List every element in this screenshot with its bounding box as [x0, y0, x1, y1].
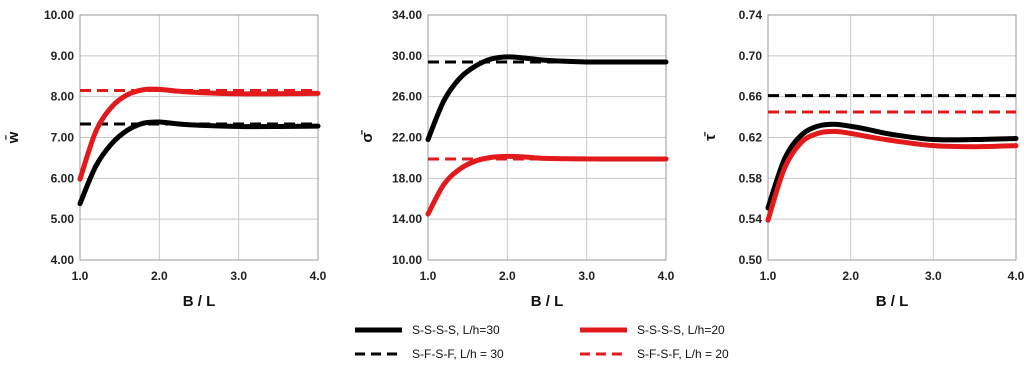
chart-panel-2: 10.00 14.00 18.00 22.00 26.00 30.00 34.00 1.0 2.… [359, 8, 675, 310]
y-tick-label: 18.00 [392, 171, 422, 185]
chart-panel-1: 4.00 5.00 6.00 7.00 8.00 9.00 10.00 1.0 2.0 3.0 4.… [4, 8, 326, 310]
x-tick-label: 2.0 [842, 269, 859, 283]
x-tick-label: 1.0 [760, 269, 777, 283]
y-tick-label: 0.66 [739, 90, 763, 104]
y-tick-label: 4.00 [51, 253, 75, 267]
x-axis-label: B / L [183, 293, 216, 310]
y-tick-label: 5.00 [51, 212, 75, 226]
y-tick-label: 0.70 [739, 49, 763, 63]
y-tick-label: 6.00 [51, 171, 75, 185]
y-tick-label: 14.00 [392, 212, 422, 226]
legend: S-S-S-S, L/h=30 S-S-S-S, L/h=20 S-F-S-F,… [355, 323, 729, 361]
y-tick-label: 10.00 [392, 253, 422, 267]
x-tick-label: 3.0 [925, 269, 942, 283]
y-axis-label: τ̄ [702, 131, 719, 141]
x-tick-label: 4.0 [310, 269, 327, 283]
y-tick-label: 0.74 [739, 8, 763, 22]
series-line-1 [765, 121, 1019, 211]
x-tick-label: 3.0 [578, 269, 595, 283]
series-line-2 [77, 86, 321, 182]
x-tick-label: 2.0 [499, 269, 516, 283]
plot-frame [79, 14, 319, 261]
y-tick-label: 0.62 [739, 131, 763, 145]
x-tick-label: 1.0 [420, 269, 437, 283]
x-tick-label: 4.0 [658, 269, 675, 283]
series-line-2 [765, 128, 1019, 223]
series-line-1 [425, 54, 669, 143]
y-tick-label: 0.54 [739, 212, 763, 226]
series-line-2 [425, 153, 669, 217]
y-tick-label: 26.00 [392, 90, 422, 104]
y-tick-label: 0.50 [739, 253, 763, 267]
y-tick-label: 34.00 [392, 8, 422, 22]
series-line-1 [77, 119, 321, 207]
chart-panels: 4.00 5.00 6.00 7.00 8.00 9.00 10.00 1.0 2.0 3.0 4.… [4, 8, 1024, 310]
y-tick-label: 22.00 [392, 131, 422, 145]
y-tick-label: 0.58 [739, 171, 763, 185]
legend-label-sss-20: S-S-S-S, L/h=20 [637, 323, 725, 337]
y-tick-label: 9.00 [51, 49, 75, 63]
legend-label-sfsf-20: S-F-S-F, L/h = 20 [637, 347, 729, 361]
y-tick-label: 10.00 [44, 8, 74, 22]
x-axis-label: B / L [876, 293, 909, 310]
y-axis-label: w̄ [4, 131, 22, 144]
x-tick-label: 2.0 [151, 269, 168, 283]
legend-label-sfsf-30: S-F-S-F, L/h = 30 [412, 347, 504, 361]
x-tick-label: 3.0 [230, 269, 247, 283]
x-tick-label: 1.0 [72, 269, 89, 283]
y-tick-label: 30.00 [392, 49, 422, 63]
x-axis-label: B / L [531, 293, 564, 310]
x-tick-label: 4.0 [1008, 269, 1024, 283]
y-tick-label: 8.00 [51, 90, 75, 104]
legend-label-sss-30: S-S-S-S, L/h=30 [412, 323, 500, 337]
chart-panel-3: 0.50 0.54 0.58 0.62 0.66 0.70 0.74 1.0 2.0 3.0 4.0… [702, 8, 1024, 310]
y-tick-label: 7.00 [51, 131, 75, 145]
y-axis-label: σ̄ [359, 129, 376, 142]
